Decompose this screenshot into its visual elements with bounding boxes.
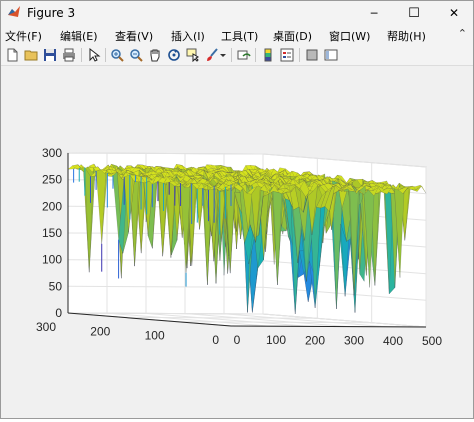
surface-patch xyxy=(415,184,427,194)
maximize-icon: ☐ xyxy=(408,5,420,21)
x-tick-label: 100 xyxy=(266,333,286,347)
close-button[interactable]: ✕ xyxy=(436,1,472,25)
z-tick-label: 200 xyxy=(42,199,62,213)
z-tick-label: 250 xyxy=(42,173,62,187)
brush-icon xyxy=(207,48,218,61)
show-plot-tools-icon xyxy=(324,49,338,61)
zoom-in-button[interactable] xyxy=(109,47,125,63)
y-tick-label: 100 xyxy=(145,329,165,343)
colorbar-icon xyxy=(264,48,272,62)
figure-toolbar xyxy=(1,45,473,66)
close-icon: ✕ xyxy=(448,6,460,20)
brush-dropdown-icon xyxy=(220,54,226,57)
rotate-3d-icon xyxy=(168,49,180,61)
surface-plot[interactable]: 0 100 200 300 400 500010020030005010015020025… xyxy=(1,66,473,418)
x-tick-label: 500 xyxy=(422,334,442,348)
save-button[interactable] xyxy=(42,47,58,63)
zoom-out-icon xyxy=(130,49,143,62)
new-figure-button[interactable] xyxy=(4,47,20,63)
menu-edit[interactable]: 编辑(E) xyxy=(60,30,98,43)
show-plot-tools-button[interactable] xyxy=(323,47,339,63)
brush-dropdown-button[interactable] xyxy=(219,47,227,63)
z-tick-label: 50 xyxy=(49,279,63,293)
menu-help[interactable]: 帮助(H) xyxy=(387,30,426,43)
toolbar-separator xyxy=(231,48,232,62)
x-tick-label: 400 xyxy=(383,334,403,348)
menu-bar: 文件(F) 编辑(E) 查看(V) 插入(I) 工具(T) 桌面(D) 窗口(W… xyxy=(1,25,473,45)
z-tick-label: 100 xyxy=(42,253,62,267)
save-icon xyxy=(44,49,56,61)
zoom-in-icon xyxy=(111,49,124,62)
menu-desktop[interactable]: 桌面(D) xyxy=(273,30,313,43)
open-file-icon xyxy=(24,50,38,61)
z-tick-label: 150 xyxy=(42,226,62,240)
toolbar-separator xyxy=(105,48,106,62)
menu-window[interactable]: 窗口(W) xyxy=(329,30,371,43)
z-tick-label: 300 xyxy=(42,146,62,160)
y-axis-line xyxy=(67,312,232,327)
menu-file[interactable]: 文件(F) xyxy=(5,30,42,43)
hide-plot-tools-button[interactable] xyxy=(304,47,320,63)
y-tick-label: 300 xyxy=(36,320,56,334)
menu-view[interactable]: 查看(V) xyxy=(115,30,154,43)
new-figure-icon xyxy=(7,48,18,62)
minimize-icon: ─ xyxy=(370,6,378,20)
toolbar-separator xyxy=(81,48,82,62)
legend-icon xyxy=(280,48,294,62)
hide-plot-tools-icon xyxy=(306,49,318,61)
print-icon xyxy=(63,48,75,62)
figure-canvas[interactable]: 0 100 200 300 400 500 0 100 200 300 0 50 100 150 200 25… xyxy=(1,66,473,418)
rotate-3d-button[interactable] xyxy=(166,47,182,63)
toolbar-separator xyxy=(255,48,256,62)
x-tick-label: 0 xyxy=(234,333,241,347)
link-plot-icon xyxy=(237,50,251,60)
zoom-out-button[interactable] xyxy=(128,47,144,63)
menu-tools[interactable]: 工具(T) xyxy=(221,30,259,43)
y-tick-label: 0 xyxy=(212,333,219,347)
legend-button[interactable] xyxy=(279,47,295,63)
maximize-button[interactable]: ☐ xyxy=(396,1,432,25)
title-bar: Figure 3 ─ ☐ ✕ xyxy=(1,1,473,25)
print-button[interactable] xyxy=(61,47,77,63)
toolbar-separator xyxy=(299,48,300,62)
pan-button[interactable] xyxy=(147,47,163,63)
y-tick-label: 200 xyxy=(90,324,110,338)
matlab-icon xyxy=(8,6,20,17)
open-file-button[interactable] xyxy=(23,47,39,63)
z-tick-label: 0 xyxy=(55,306,62,320)
collapse-arrow-icon[interactable]: ⌃ xyxy=(457,27,467,40)
window-title: Figure 3 xyxy=(27,6,76,20)
link-plot-button[interactable] xyxy=(236,47,252,63)
x-tick-label: 200 xyxy=(305,333,325,347)
x-axis-line xyxy=(230,325,427,328)
minimize-button[interactable]: ─ xyxy=(356,1,392,25)
brush-button[interactable] xyxy=(204,47,220,63)
colorbar-button[interactable] xyxy=(260,47,276,63)
edit-plot-icon xyxy=(89,48,101,62)
data-cursor-button[interactable] xyxy=(185,47,201,63)
pan-icon xyxy=(150,49,160,62)
edit-plot-button[interactable] xyxy=(86,47,102,63)
x-tick-label: 300 xyxy=(344,334,364,348)
menu-insert[interactable]: 插入(I) xyxy=(171,30,205,43)
data-cursor-icon xyxy=(186,48,200,62)
